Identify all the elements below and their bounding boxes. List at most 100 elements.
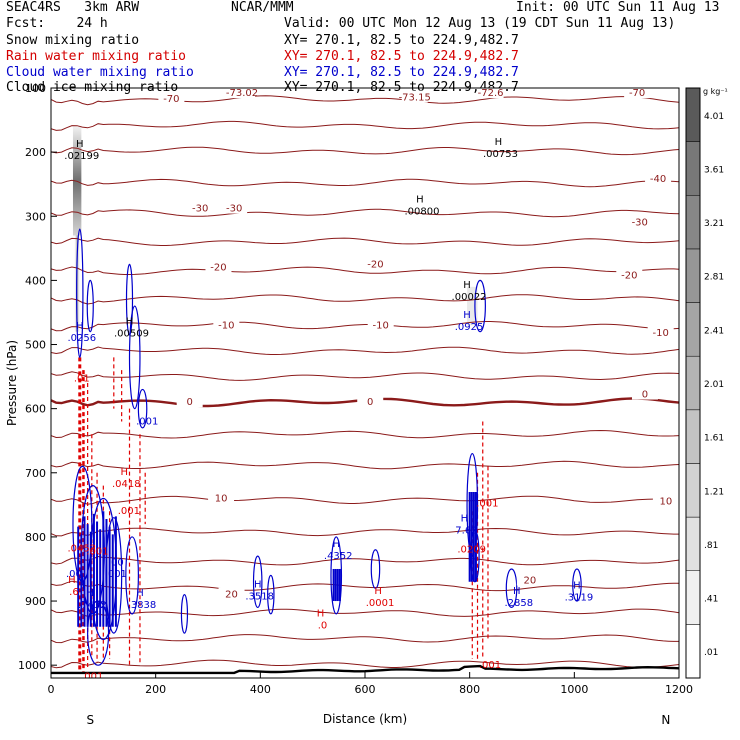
center-label: NCAR/MMM [231,0,294,15]
extremum-marker: H [121,467,129,478]
isotherm-line [51,555,679,566]
extremum-value: .0418 [112,479,141,490]
field-label-snow: Snow mixing ratio [6,33,140,48]
isotherm-label: 0 [186,397,192,408]
cloud-water-contour [505,568,518,609]
isotherm-label: 10 [215,493,228,504]
plot-frame [50,87,680,679]
isotherm-label-bg [208,491,235,504]
colorbar-level-label: 3.21 [704,219,724,229]
x-axis-title: Distance (km) [323,712,407,726]
extremum-value: .00022 [452,292,487,303]
y-axis-title: Pressure (hPa) [5,340,19,426]
isotherm-line [51,580,679,592]
terrain-surface [51,664,679,675]
y-tick-label: 200 [25,146,46,159]
colorbar-segment [685,248,701,303]
isotherm-label-bg [616,268,643,281]
extremum-marker: H [416,195,424,206]
extremum-value: .00753 [483,149,518,160]
extremum-marker: H [495,137,503,148]
isotherm-line [51,237,679,246]
extremum-value: .01 [74,373,90,384]
isotherm-line [51,178,679,188]
colorbar-level-label: 2.41 [704,326,724,336]
isotherm-label-bg [647,325,674,338]
isotherm-label: 10 [660,497,673,508]
isotherm-label: -10 [653,328,669,339]
y-tick-label: 1000 [18,659,46,672]
extremum-marker: H [68,575,76,586]
isotherm-label-bg [187,201,214,214]
extremum-value: 7.62 [455,525,477,536]
colorbar-segment [685,516,701,571]
isotherm-label-bg [516,573,543,586]
colorbar-segment [685,141,701,196]
colorbar-level-label: .41 [704,595,718,605]
extremum-value: .6 [69,587,79,598]
cloud-water-contour [252,555,263,609]
isotherm-label: -30 [632,218,648,229]
isotherm-line [51,371,679,381]
colorbar-segment [685,624,701,679]
isotherm-label: -20 [621,270,637,281]
isotherm-line [51,95,679,106]
isotherm-line [51,346,679,355]
isotherm-label: -73.15 [399,93,431,104]
isotherm-label: -70 [163,94,179,105]
isotherm-label: -40 [650,174,666,185]
colorbar: .01 .41 .81 1.21 1.61 2.01 2.41 2.81 3.21 3.61 4.0… [685,87,728,679]
extremum-value: .7432 [78,600,107,611]
isotherm-label-bg [213,318,240,331]
cloud-water-contour [470,529,480,583]
extremum-value: .0452 [67,543,96,554]
y-tick-label: 600 [25,403,46,416]
colorbar-unit: g kg⁻¹ [703,87,728,96]
isotherm-label-bg [624,88,651,99]
isotherm-label-bg [401,90,428,103]
y-tick-label: 400 [25,274,46,287]
extremum-value: .001 [479,660,501,671]
cloud-water-contour [86,279,94,333]
colorbar-segment [685,463,701,518]
extremum-value: .001 [118,506,140,517]
extremum-value: .2858 [504,598,533,609]
cloud-water-contour [330,536,343,615]
y-tick-label: 900 [25,595,46,608]
colorbar-segment [685,302,701,357]
colorbar-segment [685,87,701,142]
extremum-value: .001 [81,672,103,683]
isotherm-label: -30 [192,204,208,215]
isotherm-label-bg [229,88,256,99]
isotherm-label-bg [357,395,384,408]
extremum-value: .001 [476,498,498,509]
extremum-marker: H [126,316,134,327]
init-time: Init: 00 UTC Sun 11 Aug 13 [516,0,720,15]
extremum-value: .0001 [366,598,395,609]
isotherm-label: -10 [218,320,234,331]
isotherm-label-bg [367,318,394,331]
colorbar-level-label: 1.61 [704,434,724,444]
isotherm-line [51,634,679,644]
colorbar-level-label: .81 [704,541,718,551]
rain-water-contours [78,357,489,672]
colorbar-level-label: 2.81 [704,273,724,283]
extremum-value: .3119 [565,593,594,604]
cloud-water-contour [370,549,381,589]
isotherm-label: -10 [373,320,389,331]
x-tick-label: 400 [250,683,271,696]
valid-time: Valid: 00 UTC Mon 12 Aug 13 (19 CDT Sun … [284,16,676,31]
isotherm-label: 0 [367,397,373,408]
extremum-value: .4352 [324,551,353,562]
isotherm-label: 0 [642,390,648,401]
cloud-water-contour [137,388,148,429]
y-tick-label: 100 [25,82,46,95]
cloud-water-contour [180,594,189,634]
cloud-water-contour [267,574,275,615]
colorbar-level-label: 3.61 [704,165,724,175]
extremum-value: .0209 [457,545,486,556]
isotherm-line [51,429,679,439]
field-label-rain: Rain water mixing ratio [6,49,187,64]
isotherm-label-bg [477,88,504,99]
